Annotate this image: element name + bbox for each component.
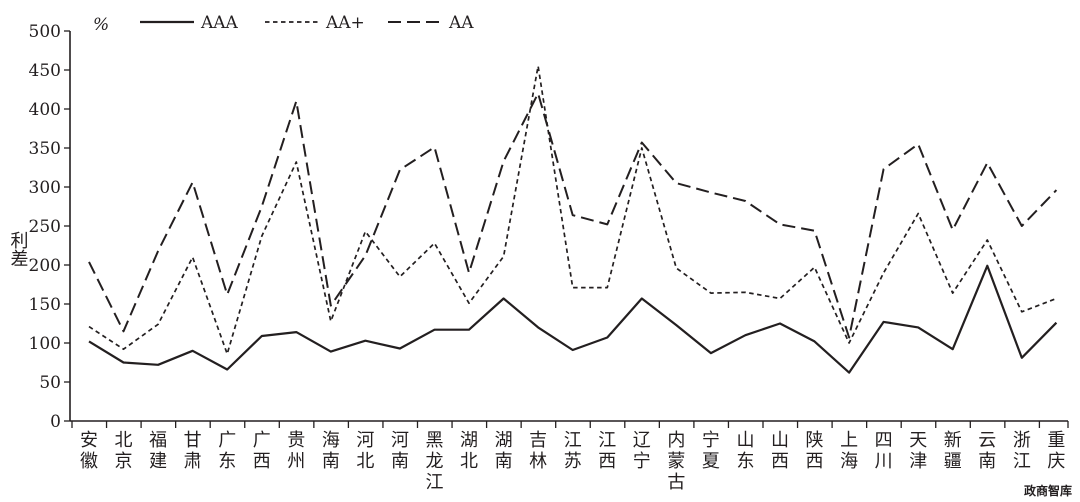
x-tick-label: 内蒙古	[667, 430, 685, 493]
x-tick-label: 河南	[391, 430, 409, 472]
series-line-aa-plus	[88, 65, 1057, 355]
legend-label: AA	[448, 13, 474, 33]
x-tick-label: 天津	[909, 430, 927, 472]
y-tick-label: 500	[29, 22, 61, 42]
x-tick-label: 湖南	[495, 430, 513, 472]
x-tick-label: 江西	[598, 430, 616, 472]
y-tick-label: 50	[39, 373, 61, 393]
y-tick-label: 250	[29, 217, 61, 237]
series-line-aaa	[88, 264, 1058, 374]
y-tick-label: 150	[29, 295, 61, 315]
unit-label: %	[93, 15, 109, 35]
x-tick-label: 山西	[771, 430, 789, 472]
y-tick-label: 400	[29, 100, 61, 120]
series-layer	[88, 65, 1058, 374]
x-tick-label: 重庆	[1047, 430, 1065, 472]
y-tick-label: 200	[29, 256, 61, 276]
y-tick-label: 100	[29, 334, 61, 354]
x-tick-label: 广东	[218, 430, 236, 472]
y-tick-label: 450	[29, 61, 61, 81]
series-line-aa	[88, 92, 1058, 339]
y-tick-label: 300	[29, 178, 61, 198]
x-tick-label: 山东	[736, 430, 754, 472]
legend-label: AA+	[325, 13, 365, 33]
x-tick-label: 上海	[840, 430, 858, 472]
y-tick-label: 350	[29, 139, 61, 159]
x-tick-label: 福建	[149, 430, 167, 472]
x-tick-label: 新疆	[944, 430, 962, 472]
x-tick-label: 海南	[322, 430, 340, 472]
y-axis-label: 利差	[8, 231, 29, 267]
x-tick-label: 贵州	[287, 430, 305, 472]
watermark-text: 政商智库	[1023, 484, 1072, 498]
y-tick-label: 0	[50, 412, 61, 432]
y-axis: 0 50 100 150 200 250 300 350 400 450 500	[29, 22, 71, 432]
x-axis: 安徽北京福建甘肃广东广西贵州海南河北河南黑龙江湖北湖南吉林江苏江西辽宁内蒙古宁夏…	[70, 420, 1069, 493]
x-tick-label: 陕西	[806, 430, 824, 472]
legend-label: AAA	[200, 13, 239, 33]
x-tick-label: 吉林	[529, 430, 547, 472]
x-tick-label: 湖北	[460, 430, 478, 472]
x-tick-label: 河北	[356, 430, 374, 472]
x-tick-label: 宁夏	[702, 430, 720, 472]
x-tick-label: 黑龙江	[426, 430, 444, 493]
x-tick-label: 北京	[115, 430, 133, 472]
x-tick-label: 辽宁	[633, 430, 651, 472]
legend: AAA AA+ AA	[140, 13, 474, 33]
x-tick-label: 安徽	[80, 430, 98, 472]
x-tick-label: 甘肃	[184, 430, 202, 472]
x-tick-label: 云南	[978, 430, 996, 472]
x-tick-label: 江苏	[564, 430, 582, 472]
x-tick-label: 浙江	[1013, 430, 1031, 472]
x-tick-label: 四川	[875, 430, 893, 472]
x-tick-label: 广西	[253, 430, 271, 472]
